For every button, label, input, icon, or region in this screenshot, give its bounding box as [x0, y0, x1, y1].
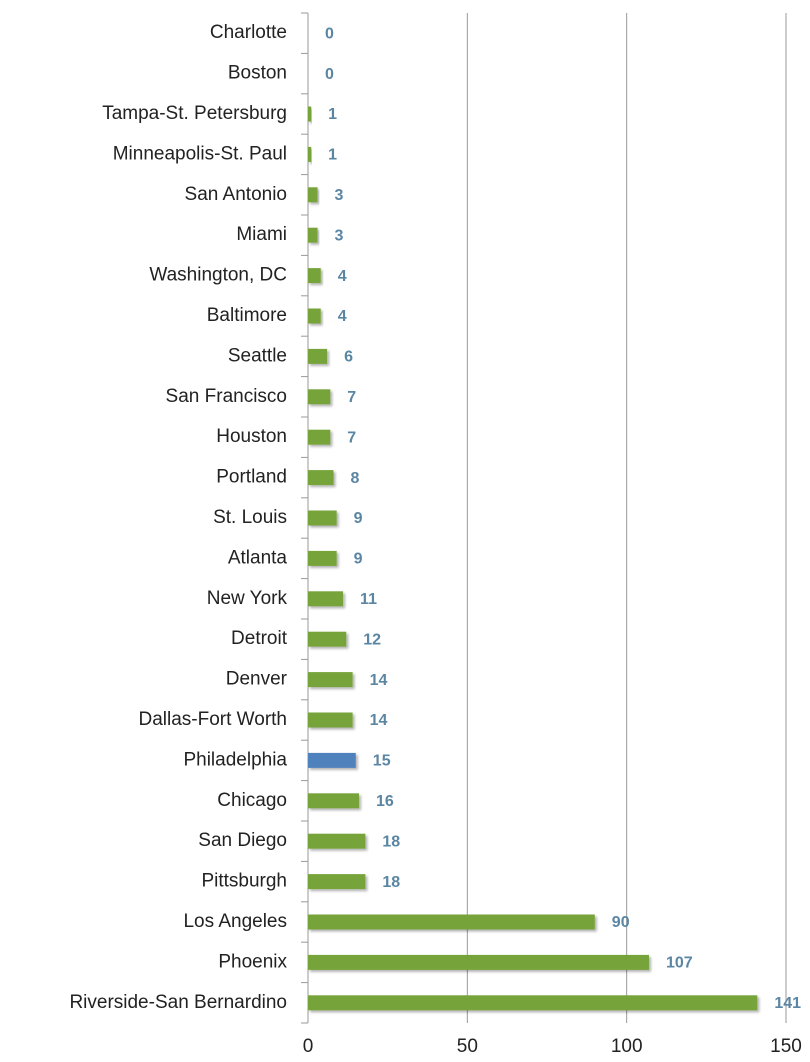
bar — [308, 348, 328, 364]
value-label: 1 — [328, 147, 337, 164]
bar — [308, 954, 649, 970]
bar — [308, 995, 758, 1011]
value-label: 0 — [325, 25, 334, 42]
y-tick-label: Pittsburgh — [201, 871, 287, 892]
value-label: 14 — [370, 712, 388, 729]
bar — [308, 187, 318, 203]
bar — [308, 874, 366, 890]
value-label: 7 — [347, 429, 356, 446]
bar — [308, 308, 321, 324]
value-label: 14 — [370, 672, 388, 689]
y-tick-label: Atlanta — [228, 547, 288, 568]
y-tick-label: San Antonio — [185, 184, 287, 205]
y-tick-label: Minneapolis-St. Paul — [113, 143, 287, 164]
y-tick-label: Seattle — [228, 345, 287, 366]
y-tick-label: Portland — [216, 467, 287, 488]
bar — [308, 429, 331, 445]
bar — [308, 914, 595, 930]
value-label: 4 — [338, 308, 347, 325]
y-tick-label: Riverside-San Bernardino — [69, 992, 287, 1013]
bar — [308, 793, 359, 809]
value-label: 9 — [354, 510, 363, 527]
bar — [308, 106, 312, 122]
bar — [308, 672, 353, 688]
y-tick-label: New York — [207, 588, 288, 609]
bar — [308, 146, 312, 162]
value-label: 90 — [612, 914, 630, 931]
value-label: 15 — [373, 753, 391, 770]
value-label: 18 — [382, 874, 400, 891]
value-label: 11 — [360, 591, 377, 608]
value-label: 8 — [350, 470, 359, 487]
value-label: 9 — [354, 551, 363, 568]
y-tick-label: Dallas-Fort Worth — [138, 709, 287, 730]
bar — [308, 470, 334, 486]
value-label: 0 — [325, 66, 334, 83]
y-tick-label: Philadelphia — [183, 749, 287, 770]
value-label: 7 — [347, 389, 356, 406]
value-label: 107 — [666, 955, 693, 972]
x-tick-label: 50 — [457, 1036, 478, 1057]
value-label: 141 — [774, 995, 801, 1012]
y-tick-label: Los Angeles — [183, 911, 287, 932]
y-tick-label: Tampa-St. Petersburg — [102, 103, 287, 124]
value-label: 12 — [363, 631, 381, 648]
bar — [308, 591, 344, 607]
y-tick-label: St. Louis — [213, 507, 287, 528]
y-tick-label: Miami — [236, 224, 287, 245]
y-tick-label: San Francisco — [166, 386, 287, 407]
x-tick-label: 0 — [303, 1036, 314, 1057]
bar — [308, 389, 331, 405]
y-tick-label: Detroit — [231, 628, 288, 649]
bar — [308, 227, 318, 243]
y-tick-label: San Diego — [198, 830, 287, 851]
y-tick-label: Houston — [216, 426, 287, 447]
bar — [308, 510, 337, 526]
y-tick-label: Baltimore — [207, 305, 287, 326]
bar — [308, 550, 337, 566]
y-tick-label: Boston — [228, 63, 287, 84]
value-label: 1 — [328, 106, 337, 123]
y-tick-label: Washington, DC — [149, 265, 287, 286]
value-label: 3 — [335, 187, 344, 204]
value-label: 4 — [338, 268, 347, 285]
bar — [308, 631, 347, 647]
value-label: 3 — [335, 227, 344, 244]
bar — [308, 833, 366, 849]
x-tick-label: 150 — [770, 1036, 802, 1057]
y-tick-label: Denver — [226, 669, 288, 690]
y-tick-label: Charlotte — [210, 22, 287, 43]
value-label: 18 — [382, 833, 400, 850]
bar — [308, 268, 321, 284]
value-label: 6 — [344, 349, 353, 366]
value-label: 16 — [376, 793, 394, 810]
y-tick-label: Phoenix — [218, 951, 287, 972]
x-tick-label: 100 — [611, 1036, 643, 1057]
y-tick-label: Chicago — [217, 790, 287, 811]
bar — [308, 712, 353, 728]
bar — [308, 752, 356, 768]
